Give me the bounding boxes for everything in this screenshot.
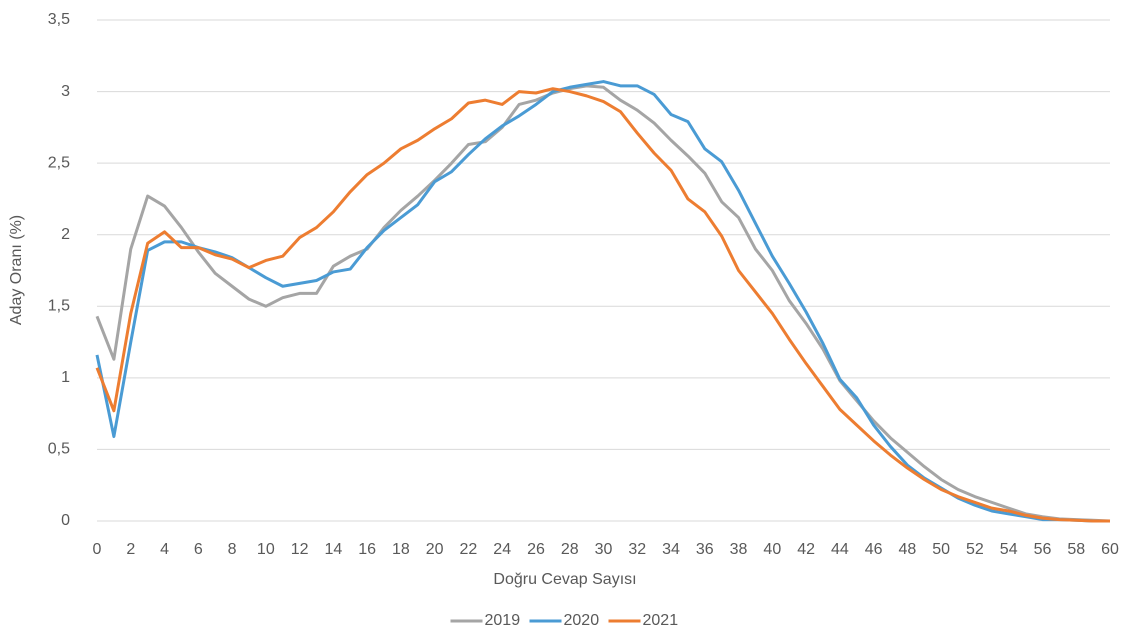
x-tick-label: 4 xyxy=(160,541,169,558)
y-axis-title: Aday Oranı (%) xyxy=(8,215,25,325)
legend-label: 2020 xyxy=(564,612,600,629)
x-tick-label: 20 xyxy=(426,541,444,558)
x-tick-label: 30 xyxy=(595,541,613,558)
y-tick-label: 2 xyxy=(61,226,70,243)
line-series xyxy=(95,80,1110,523)
x-tick-label: 28 xyxy=(561,541,579,558)
x-tick-label: 10 xyxy=(257,541,275,558)
x-tick-label: 8 xyxy=(228,541,237,558)
x-tick-label: 6 xyxy=(194,541,203,558)
y-tick-label: 2,5 xyxy=(48,154,70,171)
y-tick-label: 0 xyxy=(61,512,70,529)
line-series xyxy=(95,87,1110,523)
x-tick-label: 14 xyxy=(324,541,342,558)
legend-label: 2019 xyxy=(485,612,521,629)
x-tick-label: 40 xyxy=(763,541,781,558)
y-tick-label: 3 xyxy=(61,83,70,100)
x-axis-title: Doğru Cevap Sayısı xyxy=(493,571,636,588)
x-tick-label: 16 xyxy=(358,541,376,558)
x-tick-label: 48 xyxy=(899,541,917,558)
line-series xyxy=(95,84,1111,523)
x-tick-label: 18 xyxy=(392,541,410,558)
x-tick-label: 60 xyxy=(1101,541,1119,558)
x-tick-label: 26 xyxy=(527,541,545,558)
x-tick-label: 0 xyxy=(93,541,102,558)
x-tick-label: 36 xyxy=(696,541,714,558)
x-tick-label: 38 xyxy=(730,541,748,558)
x-tick-label: 34 xyxy=(662,541,680,558)
x-tick-label: 58 xyxy=(1067,541,1085,558)
x-tick-label: 12 xyxy=(291,541,309,558)
x-tick-label: 22 xyxy=(460,541,478,558)
x-tick-label: 24 xyxy=(493,541,511,558)
x-tick-label: 56 xyxy=(1034,541,1052,558)
x-tick-label: 2 xyxy=(126,541,135,558)
y-tick-label: 1 xyxy=(61,369,70,386)
y-tick-label: 3,5 xyxy=(48,11,70,28)
x-tick-label: 54 xyxy=(1000,541,1018,558)
x-tick-label: 46 xyxy=(865,541,883,558)
x-tick-label: 42 xyxy=(797,541,815,558)
legend-label: 2021 xyxy=(643,612,679,629)
y-tick-label: 1,5 xyxy=(48,298,70,315)
x-tick-label: 32 xyxy=(628,541,646,558)
x-tick-label: 50 xyxy=(932,541,950,558)
y-tick-label: 0,5 xyxy=(48,441,70,458)
x-tick-label: 44 xyxy=(831,541,849,558)
x-tick-label: 52 xyxy=(966,541,984,558)
